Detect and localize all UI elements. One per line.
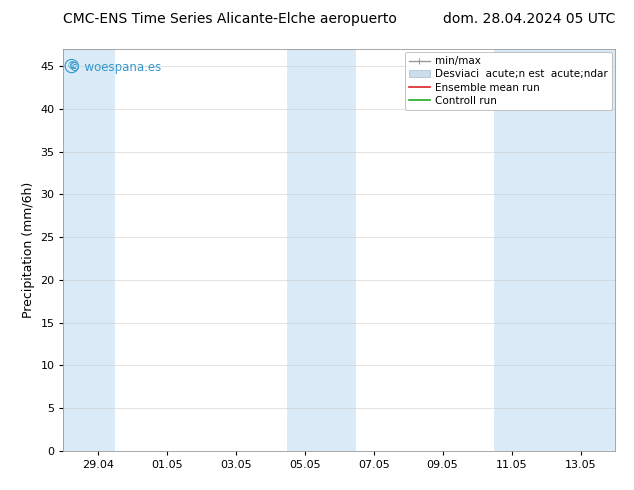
Text: CMC-ENS Time Series Alicante-Elche aeropuerto: CMC-ENS Time Series Alicante-Elche aerop… (63, 12, 398, 26)
Text: dom. 28.04.2024 05 UTC: dom. 28.04.2024 05 UTC (443, 12, 615, 26)
Text: © woespana.es: © woespana.es (69, 61, 161, 74)
Bar (63, 49, 115, 451)
Text: ©: © (66, 61, 77, 71)
Bar (287, 49, 356, 451)
Bar (495, 49, 615, 451)
Y-axis label: Precipitation (mm/6h): Precipitation (mm/6h) (22, 182, 35, 318)
Legend: min/max, Desviaci  acute;n est  acute;ndar, Ensemble mean run, Controll run: min/max, Desviaci acute;n est acute;ndar… (404, 52, 612, 110)
